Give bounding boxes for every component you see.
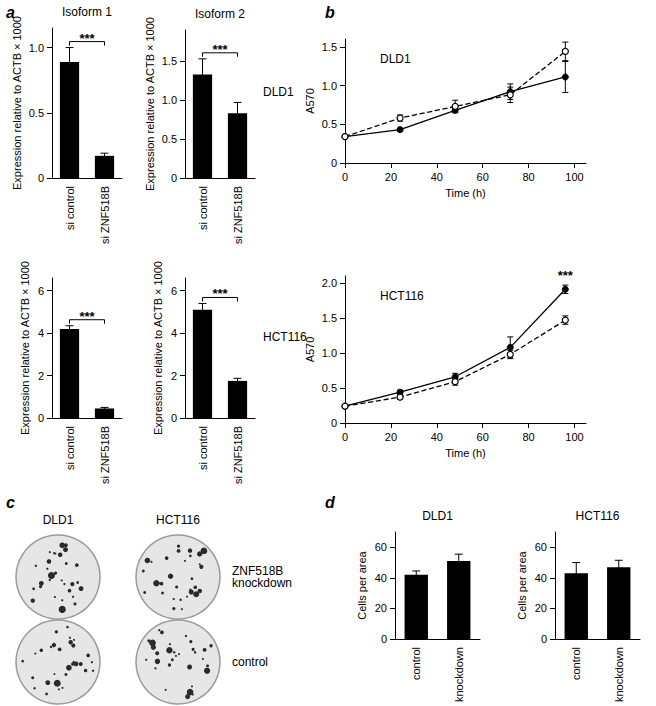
svg-text:6: 6 <box>38 285 44 297</box>
svg-text:0.5: 0.5 <box>29 107 44 119</box>
svg-text:2: 2 <box>38 370 44 382</box>
svg-text:A570: A570 <box>304 337 316 363</box>
svg-text:0: 0 <box>171 172 177 184</box>
svg-text:Time (h): Time (h) <box>445 447 486 459</box>
svg-text:knockdown: knockdown <box>613 647 625 702</box>
svg-text:0.5: 0.5 <box>162 133 177 145</box>
svg-text:60: 60 <box>477 431 489 443</box>
svg-text:80: 80 <box>522 171 534 183</box>
svg-text:40: 40 <box>431 431 443 443</box>
svg-text:***: *** <box>558 268 574 283</box>
svg-text:0: 0 <box>331 417 337 429</box>
svg-text:si ZNF518B: si ZNF518B <box>232 186 244 244</box>
svg-text:0: 0 <box>541 633 547 645</box>
svg-text:si control: si control <box>197 186 209 230</box>
svg-text:0: 0 <box>342 171 348 183</box>
svg-text:1.0: 1.0 <box>322 347 337 359</box>
svg-text:20: 20 <box>385 171 397 183</box>
svg-text:60: 60 <box>535 541 547 553</box>
svg-text:***: *** <box>212 286 228 301</box>
svg-text:100: 100 <box>565 171 583 183</box>
svg-text:***: *** <box>79 31 95 46</box>
svg-text:0: 0 <box>38 412 44 424</box>
svg-text:0: 0 <box>171 412 177 424</box>
svg-text:a: a <box>6 3 15 21</box>
svg-text:si control: si control <box>197 426 209 470</box>
svg-text:A570: A570 <box>304 88 316 114</box>
svg-text:2.0: 2.0 <box>322 277 337 289</box>
svg-text:1.0: 1.0 <box>162 94 177 106</box>
svg-text:DLD1: DLD1 <box>380 52 411 66</box>
svg-text:si control: si control <box>64 186 76 230</box>
svg-text:Cells per area: Cells per area <box>516 550 528 619</box>
svg-text:knockdown: knockdown <box>232 576 292 590</box>
svg-text:1.5: 1.5 <box>322 41 337 53</box>
svg-text:1.5: 1.5 <box>322 312 337 324</box>
svg-text:c: c <box>6 494 15 511</box>
svg-text:DLD1: DLD1 <box>263 85 294 99</box>
svg-text:60: 60 <box>477 171 489 183</box>
svg-text:Expression relative to ACTB ×: Expression relative to ACTB × 1000 <box>19 261 31 435</box>
svg-text:si ZNF518B: si ZNF518B <box>99 426 111 484</box>
svg-text:HCT116: HCT116 <box>263 330 307 344</box>
svg-text:0: 0 <box>38 172 44 184</box>
svg-text:ZNF518B: ZNF518B <box>232 564 284 578</box>
svg-text:HCT116: HCT116 <box>576 509 620 523</box>
svg-text:20: 20 <box>535 602 547 614</box>
svg-text:control: control <box>410 647 422 680</box>
svg-text:100: 100 <box>565 431 583 443</box>
svg-text:20: 20 <box>375 602 387 614</box>
svg-text:DLD1: DLD1 <box>43 513 74 527</box>
svg-text:Cells per area: Cells per area <box>356 550 368 619</box>
svg-text:Expression relative to ACTB ×: Expression relative to ACTB × 1000 <box>11 16 23 190</box>
svg-text:control: control <box>232 655 268 669</box>
svg-text:control: control <box>570 647 582 680</box>
svg-text:80: 80 <box>522 431 534 443</box>
svg-text:1.5: 1.5 <box>162 55 177 67</box>
svg-text:Isoform 2: Isoform 2 <box>195 7 245 21</box>
svg-text:DLD1: DLD1 <box>422 509 453 523</box>
svg-text:Time (h): Time (h) <box>445 187 486 199</box>
svg-text:si control: si control <box>64 426 76 470</box>
svg-text:si ZNF518B: si ZNF518B <box>232 426 244 484</box>
svg-text:4: 4 <box>38 327 44 339</box>
svg-text:60: 60 <box>375 541 387 553</box>
svg-text:0: 0 <box>381 633 387 645</box>
svg-text:knockdown: knockdown <box>453 647 465 702</box>
svg-text:Expression relative to ACTB ×: Expression relative to ACTB × 1000 <box>152 261 164 435</box>
svg-text:b: b <box>325 4 335 21</box>
svg-text:40: 40 <box>375 572 387 584</box>
svg-text:si ZNF518B: si ZNF518B <box>99 186 111 244</box>
svg-text:40: 40 <box>535 572 547 584</box>
svg-text:4: 4 <box>171 327 177 339</box>
svg-text:***: *** <box>212 42 228 57</box>
svg-text:1.0: 1.0 <box>322 80 337 92</box>
svg-text:***: *** <box>79 309 95 324</box>
svg-text:Expression relative to ACTB ×: Expression relative to ACTB × 1000 <box>144 17 156 191</box>
svg-text:Isoform 1: Isoform 1 <box>62 5 112 19</box>
svg-text:HCT116: HCT116 <box>156 513 200 527</box>
svg-text:0: 0 <box>342 431 348 443</box>
svg-text:6: 6 <box>171 285 177 297</box>
svg-text:1.0: 1.0 <box>29 42 44 54</box>
svg-text:HCT116: HCT116 <box>380 289 424 303</box>
svg-text:40: 40 <box>431 171 443 183</box>
svg-text:0.5: 0.5 <box>322 118 337 130</box>
svg-text:0: 0 <box>331 157 337 169</box>
svg-text:d: d <box>325 494 336 511</box>
svg-text:20: 20 <box>385 431 397 443</box>
svg-text:0.5: 0.5 <box>322 382 337 394</box>
svg-text:2: 2 <box>171 370 177 382</box>
